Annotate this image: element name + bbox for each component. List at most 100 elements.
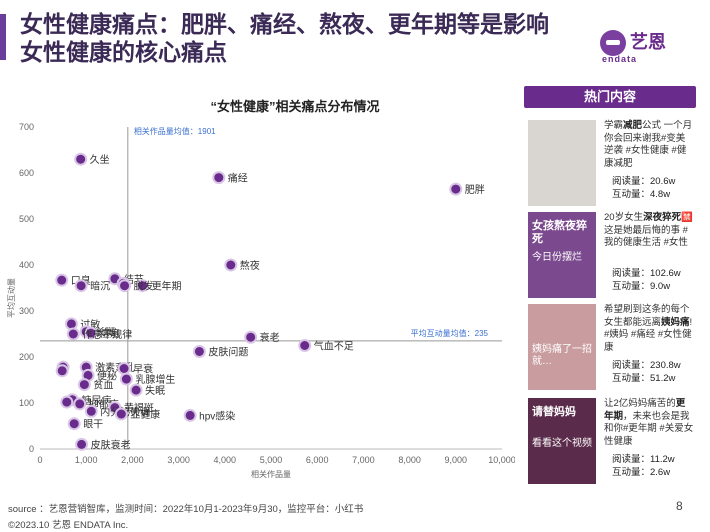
data-point-label: 痘痘 <box>100 327 120 340</box>
y-mean-label: 平均互动量均值：235 <box>411 328 489 338</box>
y-tick-label: 0 <box>29 444 34 454</box>
data-point-label: 更年期 <box>152 280 182 293</box>
data-point-label: 眼干 <box>83 419 103 431</box>
data-point-label: 亚健康 <box>130 408 160 421</box>
post-stats: 阅读量：102.6w 互动量：9.0w <box>612 268 698 293</box>
data-point <box>55 364 69 378</box>
y-tick-label: 200 <box>19 352 34 362</box>
data-point-label: 便秘 <box>97 369 117 382</box>
x-tick-label: 7,000 <box>352 455 375 465</box>
x-tick-label: 1,000 <box>75 455 98 465</box>
thumbnail-subcaption: 姨妈痛了一招就… <box>532 344 592 367</box>
post-views: 阅读量：20.6w <box>612 176 676 187</box>
data-point <box>60 395 74 409</box>
data-point <box>55 273 69 287</box>
post-interactions: 互动量：9.0w <box>612 280 671 292</box>
footer-source: source ：艺恩营销智库，监测时间：2022年10月1-2023年9月30，… <box>8 504 364 515</box>
x-tick-label: 10,000 <box>488 455 515 465</box>
hot-post-card[interactable]: 姨妈痛了一招就… 希望刷到这条的每个女生都能远离姨妈痛! #姨妈 #痛经 #女性健… <box>528 304 694 390</box>
data-point <box>67 417 81 431</box>
data-point-label: 乳腺增生 <box>135 373 175 386</box>
hot-post-card[interactable]: 女孩熬夜猝死 今日份摆烂 20岁女生深夜猝死🈲这是她最后悔的事 #我的健康生活 #女… <box>528 212 694 298</box>
post-stats: 阅读量：230.8w 互动量：51.2w <box>612 360 698 385</box>
x-tick-label: 0 <box>37 455 42 465</box>
footer-copyright: ©2023.10 艺恩 ENDATA Inc. <box>8 520 129 531</box>
data-point-label: 气血不足 <box>314 340 354 353</box>
data-point <box>224 258 238 272</box>
data-point-label: 暗沉 <box>90 280 110 293</box>
hot-post-card[interactable]: 学霸减肥公式 一个月 你会回来谢我#变美逆袭 #女性健康 #健康减肥阅读量：20… <box>528 120 694 206</box>
data-point-label: 黄褐斑 <box>124 402 154 415</box>
x-tick-label: 2,000 <box>121 455 144 465</box>
data-point-label: 痛经 <box>228 172 248 185</box>
thumbnail-caption: 请替妈妈 <box>532 406 576 418</box>
y-tick-label: 300 <box>19 306 34 316</box>
data-point <box>136 279 150 293</box>
page-title: 女性健康痛点：肥胖、痛经、熬夜、更年期等是影响 女性健康的核心痛点 <box>20 10 580 66</box>
page-number: 8 <box>676 499 683 513</box>
data-point-label: 衰老 <box>260 331 280 344</box>
y-tick-label: 500 <box>19 214 34 224</box>
data-point-label: 糖尿病 <box>81 394 111 407</box>
y-axis-label: 平均互动量 <box>6 278 16 318</box>
post-interactions: 互动量：51.2w <box>612 372 676 384</box>
data-point-label: 肥胖 <box>465 184 485 196</box>
endata-logo-icon <box>600 30 626 56</box>
data-point <box>298 339 312 352</box>
hot-post-card[interactable]: 请替妈妈 看看这个视频 让2亿妈妈痛苦的更年期，未来也会是我和你#更年期 #关爱女性… <box>528 398 694 484</box>
data-point <box>74 279 88 293</box>
x-tick-label: 9,000 <box>445 455 468 465</box>
thumbnail-subcaption: 今日份摆烂 <box>532 252 582 263</box>
post-thumbnail[interactable] <box>528 120 596 206</box>
data-point-label: 熬夜 <box>240 259 260 272</box>
page-title-line1: 女性健康痛点：肥胖、痛经、熬夜、更年期等是影响 <box>20 11 549 37</box>
data-point <box>84 404 98 418</box>
post-description: 学霸减肥公式 一个月 你会回来谢我#变美逆袭 #女性健康 #健康减肥 <box>604 120 693 169</box>
data-point <box>244 330 258 344</box>
data-point <box>84 326 98 340</box>
post-thumbnail[interactable]: 请替妈妈 看看这个视频 <box>528 398 596 484</box>
data-point-label: 失眠 <box>145 384 165 397</box>
data-point-label: 久坐 <box>90 154 110 166</box>
hot-content-panel: 热门内容 学霸减肥公式 一个月 你会回来谢我#变美逆袭 #女性健康 #健康减肥阅… <box>524 86 696 486</box>
post-thumbnail[interactable]: 女孩熬夜猝死今日份摆烂 <box>528 212 596 298</box>
x-tick-label: 4,000 <box>214 455 237 465</box>
data-point <box>77 378 91 392</box>
data-point-label: 早衰 <box>133 363 153 376</box>
post-interactions: 互动量：4.8w <box>612 188 671 200</box>
data-point <box>212 171 226 185</box>
data-point <box>192 344 206 358</box>
data-point <box>118 279 132 293</box>
data-point <box>114 407 128 421</box>
data-point <box>119 372 133 386</box>
data-point <box>117 362 131 375</box>
data-point <box>75 437 89 451</box>
thumbnail-caption: 女孩熬夜猝死 <box>532 220 587 245</box>
data-point-label: 脱发 <box>134 280 154 293</box>
y-tick-label: 600 <box>19 168 34 178</box>
post-description: 希望刷到这条的每个女生都能远离姨妈痛! #姨妈 #痛经 #女性健康 <box>604 304 693 353</box>
data-point-label: 贫血 <box>93 379 113 392</box>
page-title-line2: 女性健康的核心痛点 <box>20 39 227 65</box>
data-point <box>74 152 88 166</box>
data-point-label: 皮肤问题 <box>208 345 248 358</box>
y-tick-label: 100 <box>19 398 34 408</box>
post-stats: 阅读量：20.6w 互动量：4.8w <box>612 176 698 201</box>
data-point-label: 皮肤衰老 <box>91 438 131 451</box>
data-point <box>129 383 143 397</box>
data-point <box>449 182 463 196</box>
post-thumbnail[interactable]: 姨妈痛了一招就… <box>528 304 596 390</box>
logo-en-text: endata <box>602 54 638 64</box>
endata-logo: 艺恩 endata <box>600 26 700 64</box>
data-point <box>73 397 87 411</box>
x-tick-label: 8,000 <box>398 455 421 465</box>
post-views: 阅读量：230.8w <box>612 360 681 371</box>
data-point <box>64 317 78 331</box>
post-stats: 阅读量：11.2w 互动量：2.6w <box>612 454 698 479</box>
chart-title: “女性健康”相关痛点分布情况 <box>210 99 380 114</box>
x-mean-label: 相关作品量均值：1901 <box>134 126 216 136</box>
scatter-chart: 0 1,000 2,000 3,000 4,000 5,000 6,000 7,000 8,00… <box>6 122 515 479</box>
post-interactions: 互动量：2.6w <box>612 466 671 478</box>
data-point <box>183 408 197 422</box>
x-tick-label: 3,000 <box>167 455 190 465</box>
